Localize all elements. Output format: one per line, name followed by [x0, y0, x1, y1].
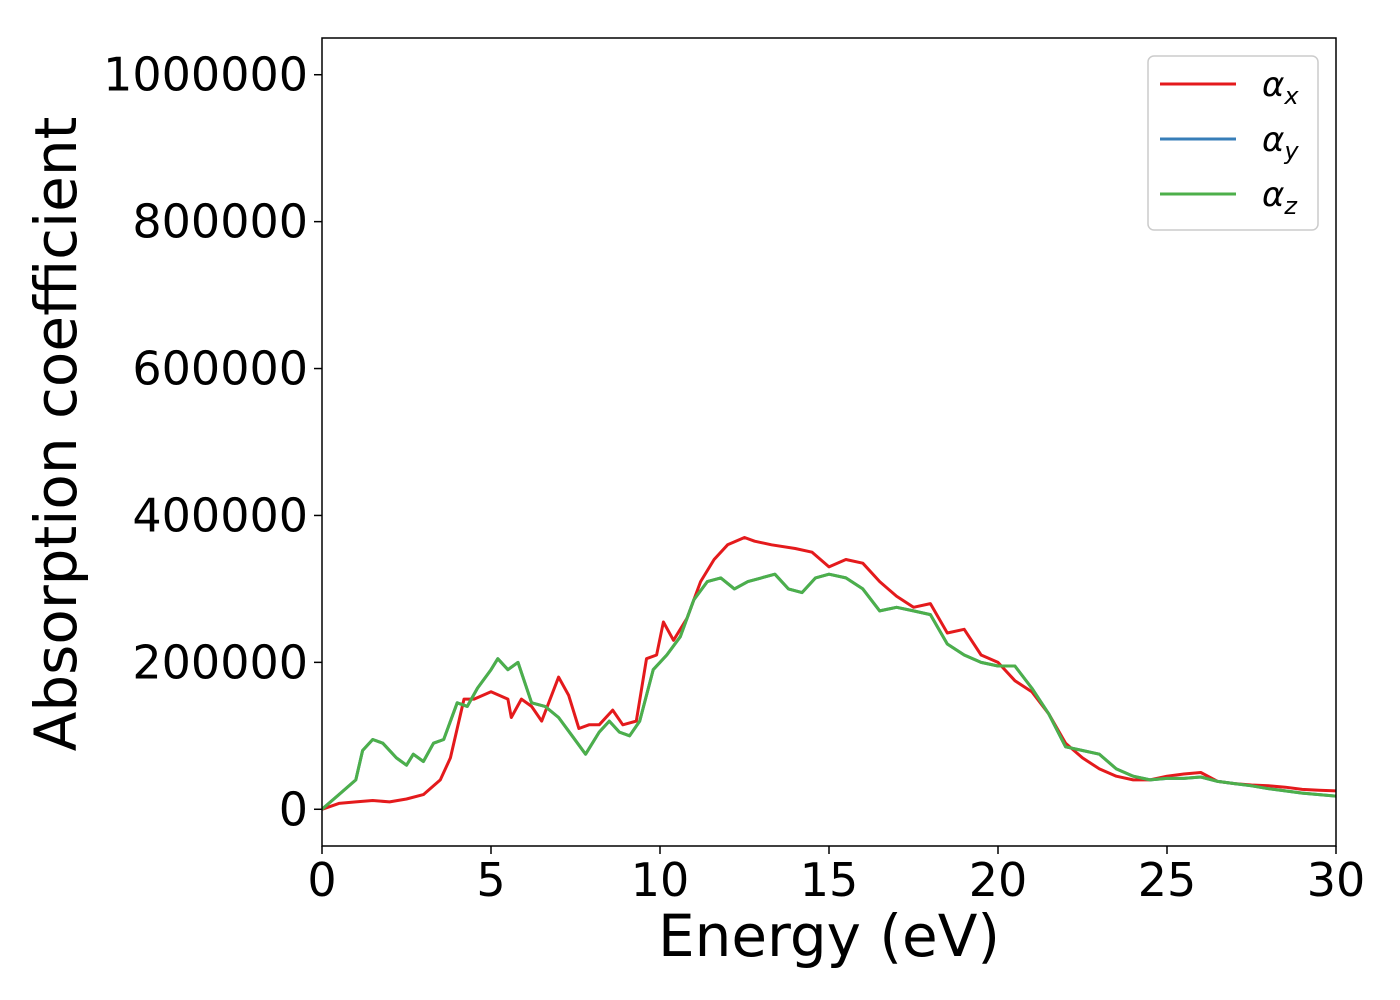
legend-label-z: αz [1262, 175, 1298, 220]
y-axis-label: Absorption coefficient [22, 117, 90, 752]
legend-subscript: x [1283, 82, 1299, 110]
y-tick-label: 400000 [132, 488, 308, 542]
x-axis-label: Energy (eV) [658, 902, 1000, 970]
legend-symbol: α [1262, 120, 1284, 160]
y-tick-label: 200000 [132, 635, 308, 689]
y-tick-label: 600000 [132, 342, 308, 396]
legend-label-x: αx [1262, 65, 1299, 110]
x-axis-ticks: 0 5 10 15 20 25 30 [307, 846, 1365, 907]
x-tick-label: 20 [969, 853, 1028, 907]
y-axis-ticks: 0 200000 400000 600000 800000 1000000 [103, 48, 322, 836]
legend-box [1147, 55, 1319, 231]
legend-symbol: α [1262, 175, 1284, 215]
series-line-x [322, 536, 1336, 811]
legend-subscript: y [1283, 137, 1299, 165]
x-tick-label: 15 [800, 853, 859, 907]
legend-label-y: αy [1262, 120, 1299, 165]
legend-subscript: z [1283, 192, 1298, 220]
x-tick-label: 30 [1307, 853, 1366, 907]
legend-symbol: α [1262, 65, 1284, 105]
y-tick-label: 0 [279, 782, 308, 836]
plot-lines [322, 536, 1336, 811]
x-tick-label: 10 [631, 853, 690, 907]
y-tick-label: 800000 [132, 195, 308, 249]
x-tick-label: 0 [307, 853, 336, 907]
x-tick-label: 25 [1138, 853, 1197, 907]
x-tick-label: 5 [476, 853, 505, 907]
y-tick-label: 1000000 [103, 48, 308, 102]
series-line-z [322, 572, 1336, 811]
